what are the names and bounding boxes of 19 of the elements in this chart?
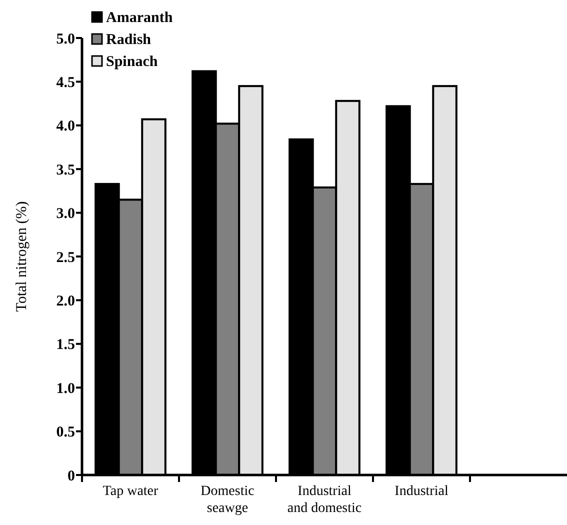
y-tick-label: 1.0	[56, 380, 75, 397]
y-tick-label: 1.5	[56, 337, 75, 354]
x-tick-label: Industrial	[394, 484, 448, 499]
x-tick-label: Tap water	[102, 484, 159, 499]
y-tick-label: 2.5	[56, 250, 75, 266]
y-tick-label: 4.5	[56, 74, 75, 91]
y-tick-label: 3.0	[56, 206, 75, 222]
y-tick-label: 3.5	[56, 162, 75, 178]
x-tick-label: Industrial and domestic	[287, 484, 362, 516]
y-tick-label: 0.5	[56, 424, 75, 441]
legend-label: Radish	[106, 32, 152, 48]
legend-label: Spinach	[106, 54, 158, 70]
legend-label: Amaranth	[106, 10, 174, 26]
y-tick-label: 5.0	[56, 31, 75, 48]
y-axis-title: Total nitrogen (%)	[14, 201, 30, 312]
y-tick-label: 4.0	[56, 118, 75, 135]
y-tick-label: 2.0	[56, 293, 75, 310]
x-tick-label: Domestic seawge	[200, 484, 254, 516]
y-tick-label: 0	[68, 468, 75, 484]
